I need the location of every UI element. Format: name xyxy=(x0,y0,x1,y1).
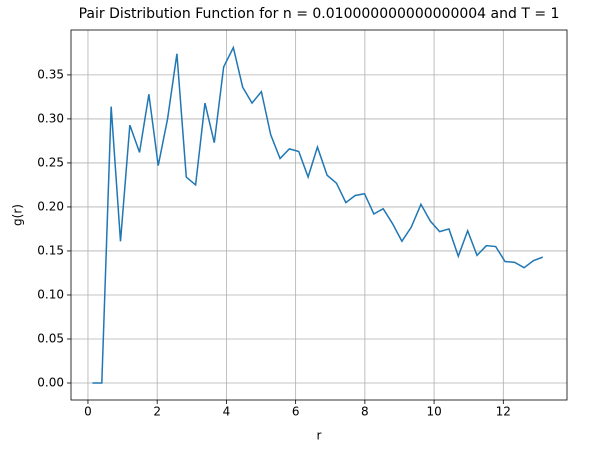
x-tick-label: 2 xyxy=(153,405,161,419)
y-tick-label: 0.00 xyxy=(37,376,64,390)
x-tick-label: 0 xyxy=(84,405,92,419)
x-tick-label: 12 xyxy=(496,405,511,419)
y-tick-label: 0.15 xyxy=(37,243,64,257)
x-tick-label: 10 xyxy=(426,405,441,419)
plot-frame xyxy=(70,29,568,401)
chart-title: Pair Distribution Function for n = 0.010… xyxy=(79,6,560,22)
y-tick-label: 0.30 xyxy=(37,111,64,125)
y-tick-label: 0.20 xyxy=(37,199,64,213)
x-tick-label: 4 xyxy=(223,405,231,419)
x-axis-label: r xyxy=(317,429,322,443)
y-tick-label: 0.05 xyxy=(37,331,64,345)
x-tick-label: 8 xyxy=(361,405,369,419)
data-line xyxy=(92,45,544,384)
x-tick-label: 6 xyxy=(292,405,300,419)
y-tick-label: 0.35 xyxy=(37,67,64,81)
y-tick-label: 0.10 xyxy=(37,287,64,301)
y-tick-label: 0.25 xyxy=(37,155,64,169)
y-axis-label: g(r) xyxy=(11,204,25,226)
